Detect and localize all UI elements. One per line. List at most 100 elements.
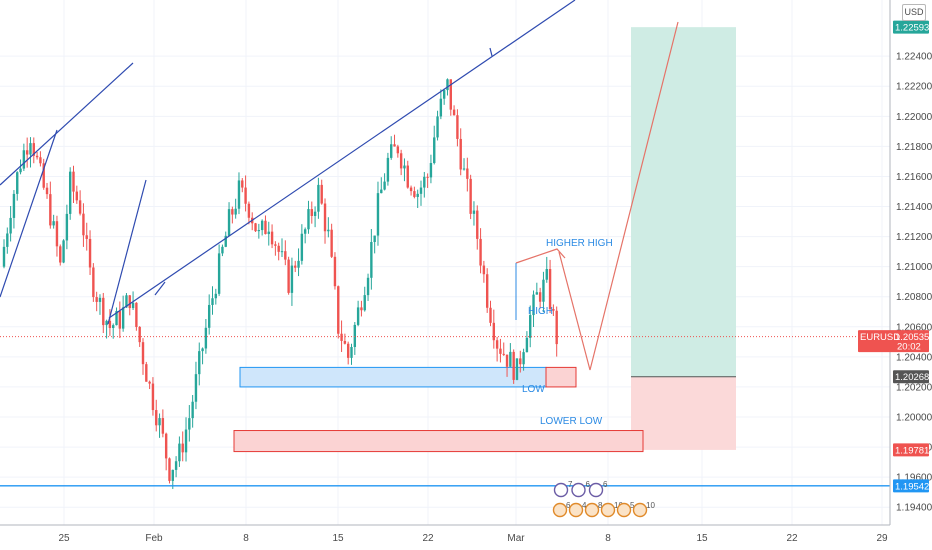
candle-body bbox=[108, 320, 112, 328]
y-tick-label: 1.22200 bbox=[896, 82, 932, 93]
candle-body bbox=[115, 311, 118, 326]
candle-body bbox=[403, 165, 406, 169]
stop-price-tag: 1.19781 bbox=[895, 445, 929, 456]
candle-body bbox=[188, 418, 191, 430]
candle-body bbox=[178, 443, 181, 462]
candle-body bbox=[98, 297, 102, 302]
candle-body bbox=[267, 231, 270, 235]
trend-line bbox=[107, 179, 147, 325]
candle-body bbox=[469, 178, 472, 214]
candle-body bbox=[214, 293, 218, 299]
candle-body bbox=[125, 295, 128, 308]
y-tick-label: 1.19600 bbox=[896, 473, 932, 484]
y-tick-label: 1.21600 bbox=[896, 172, 932, 183]
candle-body bbox=[472, 210, 476, 214]
candle-body bbox=[211, 298, 214, 305]
candle-body bbox=[82, 213, 85, 236]
target-price-tag: 1.22593 bbox=[895, 23, 929, 34]
candle-body bbox=[423, 176, 426, 188]
annotations: HIGHER HIGH HIGH LOW LOWER LOW bbox=[522, 238, 613, 427]
current-price-tag-bg bbox=[858, 330, 929, 353]
x-tick-label: 15 bbox=[332, 533, 344, 544]
candle-body bbox=[270, 231, 274, 245]
candle-body bbox=[442, 90, 446, 99]
candle-body bbox=[171, 469, 174, 481]
candle-body bbox=[519, 358, 522, 365]
candle-body bbox=[313, 211, 317, 216]
support-price-tag-bg bbox=[893, 479, 929, 493]
stop-zone bbox=[631, 376, 736, 450]
candle-body bbox=[476, 210, 479, 239]
candle-body bbox=[512, 351, 515, 380]
y-tick-label: 1.20800 bbox=[896, 292, 932, 303]
candle-body bbox=[112, 325, 115, 328]
event-count: 10 bbox=[646, 501, 655, 510]
support-price-tag: 1.19542 bbox=[895, 481, 929, 492]
candle-body bbox=[376, 193, 380, 236]
candle-body bbox=[19, 168, 22, 173]
candle-body bbox=[406, 165, 409, 188]
candle-body bbox=[303, 229, 307, 234]
currency-label[interactable]: USD bbox=[902, 4, 926, 21]
candle-body bbox=[439, 98, 443, 117]
candle-body bbox=[333, 256, 337, 287]
y-tick-label: 1.19400 bbox=[896, 503, 932, 514]
label-lower-low: LOWER LOW bbox=[540, 416, 603, 427]
higher-high-line bbox=[515, 248, 566, 264]
candle-body bbox=[366, 277, 370, 296]
economic-events: 76664810510 bbox=[552, 480, 655, 518]
label-high: HIGH bbox=[528, 306, 553, 317]
candle-body bbox=[327, 229, 330, 232]
zones bbox=[233, 27, 736, 453]
candle-body bbox=[320, 184, 323, 204]
candle-body bbox=[118, 311, 122, 329]
candle-body bbox=[330, 229, 333, 257]
candle-body bbox=[545, 269, 548, 280]
candle-body bbox=[274, 244, 277, 246]
candle-body bbox=[221, 246, 224, 254]
candle-body bbox=[370, 241, 373, 278]
candle-body bbox=[207, 304, 211, 328]
label-higher-high: HIGHER HIGH bbox=[546, 238, 613, 249]
candle-body bbox=[39, 157, 42, 164]
candle-body bbox=[502, 353, 505, 355]
trend-line bbox=[489, 47, 493, 57]
candle-body bbox=[426, 176, 429, 178]
candle-body bbox=[158, 418, 161, 426]
candle-body bbox=[452, 109, 456, 116]
candle-body bbox=[68, 171, 72, 214]
y-tick-label: 1.20600 bbox=[896, 322, 932, 333]
candle-body bbox=[390, 144, 393, 158]
demand-zone bbox=[239, 366, 547, 388]
current-symbol: EURUSD bbox=[860, 332, 900, 343]
projection-path bbox=[558, 21, 679, 371]
candle-body bbox=[419, 187, 423, 194]
candle-body bbox=[343, 340, 347, 344]
candle-body bbox=[409, 187, 413, 192]
candle-body bbox=[492, 322, 496, 341]
candle-body bbox=[280, 251, 284, 253]
candle-body bbox=[264, 220, 267, 235]
candle-body bbox=[499, 348, 502, 354]
candle-body bbox=[459, 138, 462, 170]
demand-zone-extension bbox=[545, 366, 577, 388]
candle-body bbox=[184, 429, 188, 453]
x-tick-label: 8 bbox=[605, 533, 611, 544]
candle-body bbox=[16, 172, 19, 194]
candle-body bbox=[12, 193, 16, 218]
event-count: 5 bbox=[630, 501, 635, 510]
stop-price-tag-bg bbox=[893, 443, 929, 457]
candle-body bbox=[59, 246, 62, 263]
candle-body bbox=[505, 354, 509, 367]
candle-body bbox=[247, 203, 251, 218]
candle-body bbox=[121, 307, 125, 329]
candle-body bbox=[433, 137, 436, 164]
candle-body bbox=[257, 230, 261, 232]
x-tick-label: 25 bbox=[58, 533, 70, 544]
candle-body bbox=[363, 295, 366, 311]
candle-body bbox=[105, 320, 108, 326]
candle-body bbox=[224, 235, 227, 247]
candle-body bbox=[135, 302, 138, 327]
